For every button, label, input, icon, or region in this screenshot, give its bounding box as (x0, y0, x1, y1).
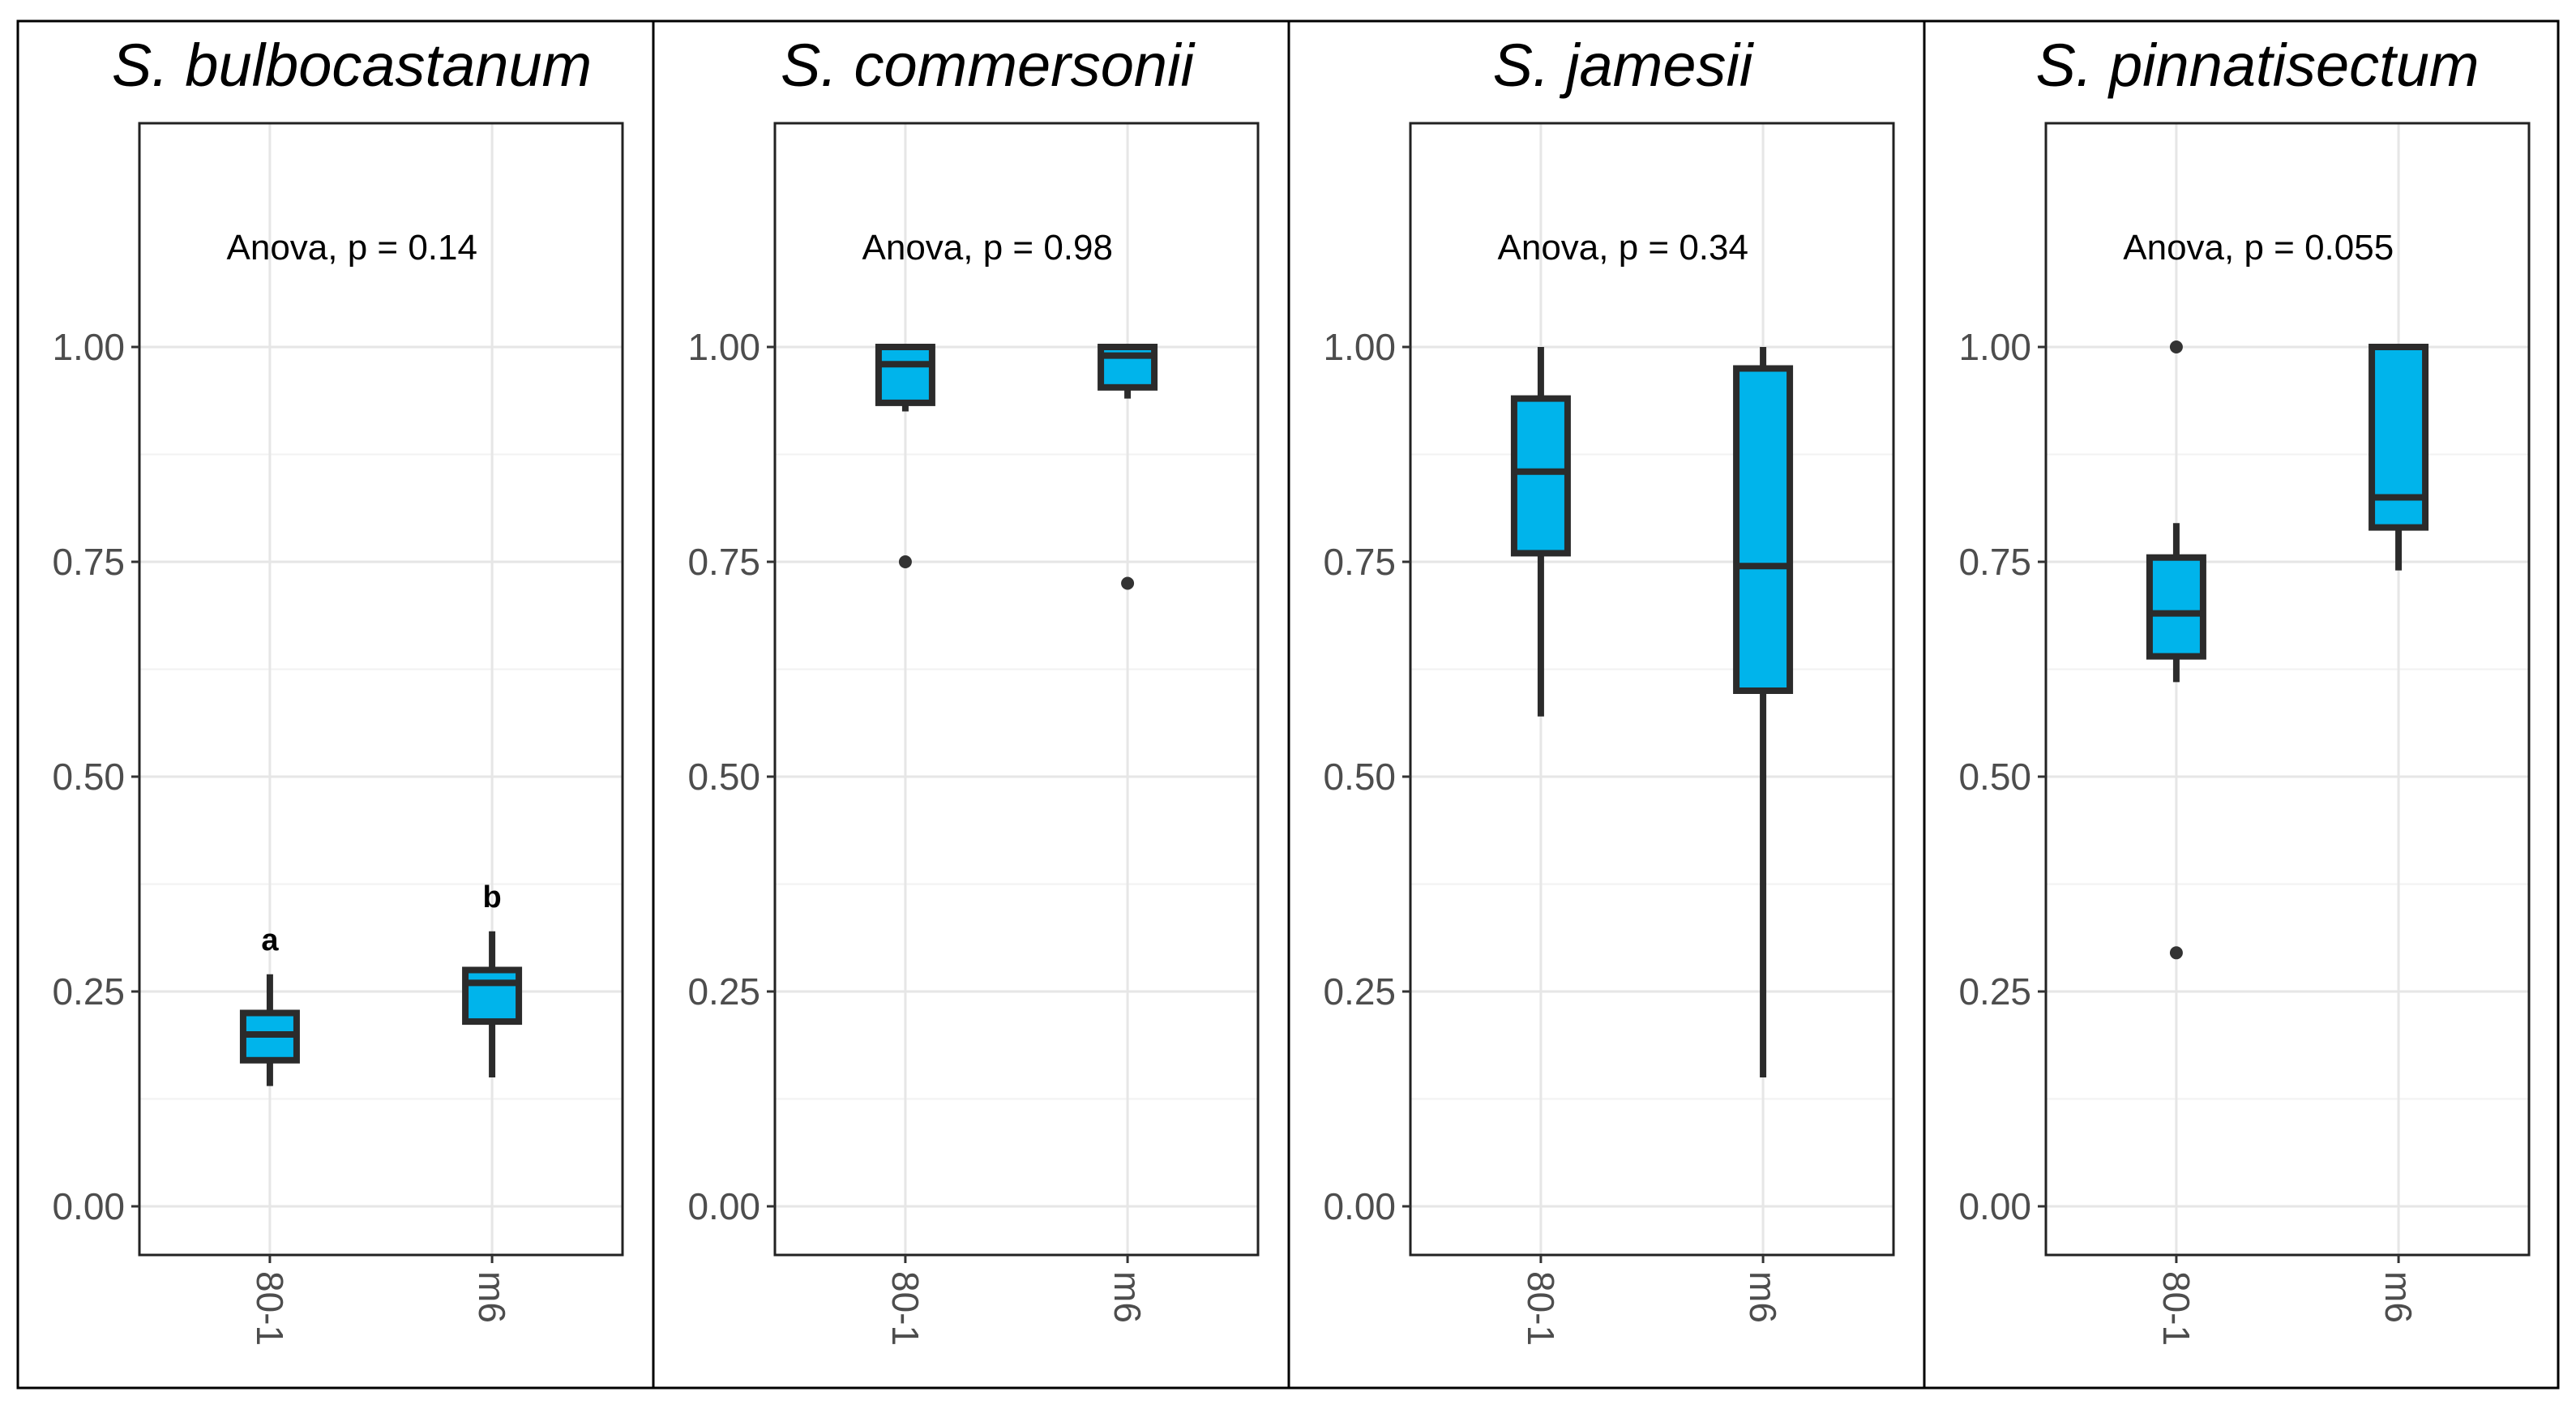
y-tick-label: 0.75 (1958, 541, 2031, 583)
outlier-point (2169, 946, 2183, 960)
outlier-point (2169, 340, 2183, 353)
outlier-point (898, 555, 912, 568)
y-tick-label: 1.00 (687, 326, 760, 368)
y-tick-label: 0.00 (1958, 1185, 2031, 1227)
panel-2: 0.00 0.25 0.50 0.75 1.00 80-1 m6 S. commersonii… (687, 32, 1260, 1346)
y-tick-label: 0.00 (687, 1185, 760, 1227)
box-iqr (462, 966, 523, 1026)
box-iqr (1510, 395, 1571, 557)
y-tick-label: 0.75 (687, 541, 760, 583)
y-tick-label: 0.25 (1323, 970, 1396, 1013)
y-tick-label: 0.25 (1958, 970, 2031, 1013)
panel-title: S. commersonii (781, 32, 1196, 99)
x-tick-label: 80-1 (249, 1271, 291, 1346)
x-tick-label: m6 (1106, 1271, 1149, 1323)
panels: 0.00 0.25 0.50 0.75 1.00 80-1 m6 S. bulbocastan… (16, 19, 2560, 1390)
y-tick-label: 1.00 (52, 326, 125, 368)
y-tick-label: 0.25 (687, 970, 760, 1013)
y-tick-label: 0.50 (1958, 756, 2031, 798)
plot-background (1410, 123, 1893, 1255)
panel-3: 0.00 0.25 0.50 0.75 1.00 80-1 m6 S. jamesii Anov… (1323, 32, 1895, 1346)
plot-border (773, 122, 1260, 1257)
y-tick-label: 0.25 (52, 970, 125, 1013)
outlier-point (1121, 576, 1135, 590)
box-m6 (1098, 344, 1158, 590)
box-80-1 (1510, 347, 1571, 717)
panel-title: S. jamesii (1493, 32, 1755, 99)
x-tick-label: 80-1 (1520, 1271, 1562, 1346)
anova-annotation: Anova, p = 0.14 (227, 228, 477, 268)
box-80-1: a (239, 923, 300, 1086)
anova-annotation: Anova, p = 0.98 (862, 228, 1113, 268)
anova-annotation: Anova, p = 0.055 (2123, 228, 2394, 268)
box-iqr (1733, 365, 1794, 694)
plot-background (775, 123, 1258, 1255)
y-tick-label: 0.50 (52, 756, 125, 798)
y-tick-label: 0.75 (52, 541, 125, 583)
y-tick-label: 1.00 (1958, 326, 2031, 368)
plot-background (139, 123, 623, 1255)
x-tick-label: 80-1 (2155, 1271, 2197, 1346)
panel-1: 0.00 0.25 0.50 0.75 1.00 80-1 m6 S. bulbocastan… (52, 32, 624, 1346)
x-tick-label: m6 (1742, 1271, 1784, 1323)
box-iqr (2146, 554, 2206, 660)
anova-annotation: Anova, p = 0.34 (1498, 228, 1748, 268)
box-iqr (875, 344, 935, 406)
y-tick-label: 0.50 (687, 756, 760, 798)
significance-letter: a (261, 923, 279, 957)
box-m6 (2368, 344, 2429, 571)
x-tick-label: m6 (471, 1271, 513, 1323)
panel-title: S. bulbocastanum (112, 32, 592, 99)
x-tick-label: 80-1 (884, 1271, 926, 1346)
box-80-1 (875, 344, 935, 568)
significance-letter: b (482, 880, 501, 914)
y-tick-label: 1.00 (1323, 326, 1396, 368)
y-tick-label: 0.00 (52, 1185, 125, 1227)
box-m6: b (462, 880, 523, 1077)
y-tick-label: 0.75 (1323, 541, 1396, 583)
panel-4: 0.00 0.25 0.50 0.75 1.00 80-1 m6 S. pinnatisect… (1958, 32, 2531, 1346)
panel-title: S. pinnatisectum (2035, 32, 2479, 99)
plot-border (1409, 122, 1895, 1257)
plot-border (2044, 122, 2531, 1257)
box-m6 (1733, 347, 1794, 1077)
x-tick-label: m6 (2377, 1271, 2420, 1323)
plot-border (138, 122, 624, 1257)
box-80-1 (2146, 340, 2206, 960)
y-tick-label: 0.00 (1323, 1185, 1396, 1227)
plot-background (2046, 123, 2529, 1255)
y-tick-label: 0.50 (1323, 756, 1396, 798)
